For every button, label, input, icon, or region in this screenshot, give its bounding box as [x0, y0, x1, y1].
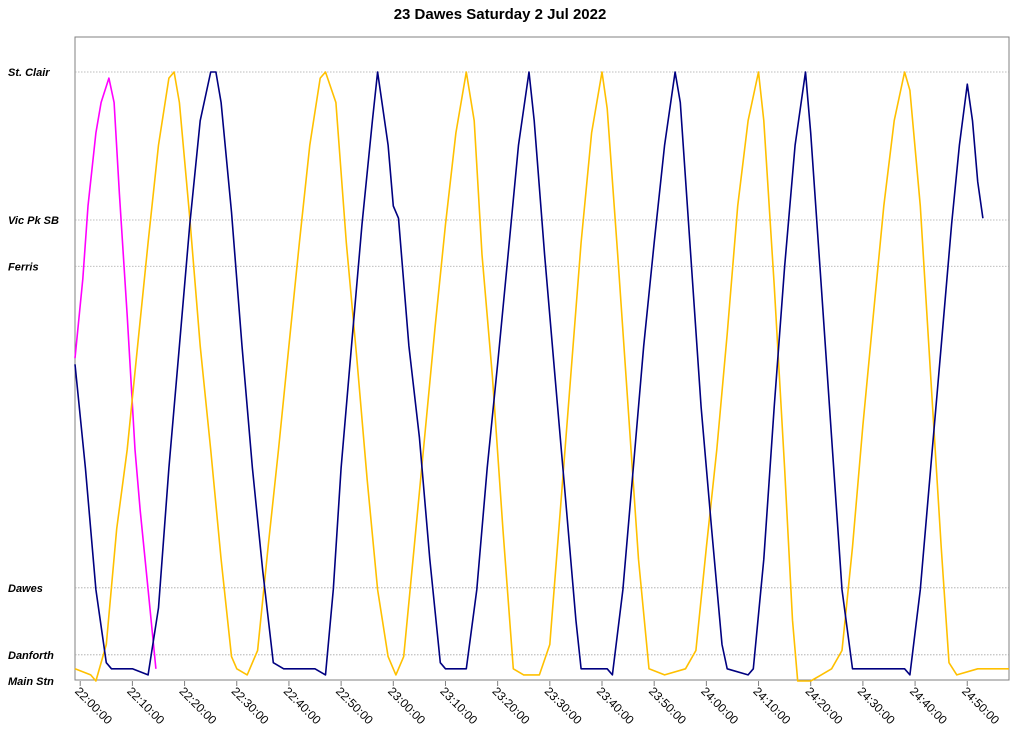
- x-tick-label: 23:00:00: [385, 684, 428, 727]
- grid-layer: [75, 71, 1009, 656]
- x-tick-label: 24:00:00: [698, 684, 741, 727]
- x-tick-label: 24:10:00: [750, 684, 793, 727]
- x-tick-label: 24:30:00: [855, 684, 898, 727]
- x-tick-label: 24:40:00: [907, 684, 950, 727]
- x-tick-label: 23:20:00: [490, 684, 533, 727]
- x-tick-label: 22:00:00: [72, 684, 115, 727]
- x-axis-labels: 22:00:00 22:10:00 22:20:00 22:30:00 22:40:00…: [72, 681, 1002, 727]
- y-tick-label: St. Clair: [8, 67, 50, 79]
- x-tick-label: 24:50:00: [959, 684, 1002, 727]
- series-layer: [74, 71, 1009, 682]
- y-tick-label: Vic Pk SB: [8, 215, 59, 227]
- plot-frame: [74, 36, 1010, 681]
- y-tick-label: Main Stn: [8, 676, 54, 688]
- y-tick-label: Dawes: [8, 583, 43, 595]
- y-tick-label: Ferris: [8, 261, 39, 273]
- x-tick-label: 23:10:00: [437, 684, 480, 727]
- x-tick-label: 23:40:00: [594, 684, 637, 727]
- x-tick-label: 24:20:00: [803, 684, 846, 727]
- series-line-2: [74, 71, 984, 676]
- y-tick-label: Danforth: [8, 650, 54, 662]
- series-line-0: [74, 77, 157, 669]
- x-tick-label: 22:30:00: [229, 684, 272, 727]
- y-axis-labels: St. Clair Vic Pk SB Ferris Dawes Danforth Mai…: [8, 67, 59, 688]
- chart-title: 23 Dawes Saturday 2 Jul 2022: [393, 6, 607, 23]
- x-tick-label: 23:50:00: [646, 684, 689, 727]
- series-line-1: [74, 71, 1009, 682]
- x-tick-label: 23:30:00: [542, 684, 585, 727]
- x-tick-label: 22:10:00: [124, 684, 167, 727]
- x-tick-label: 22:50:00: [333, 684, 376, 727]
- x-tick-label: 22:20:00: [176, 684, 219, 727]
- x-tick-label: 22:40:00: [281, 684, 324, 727]
